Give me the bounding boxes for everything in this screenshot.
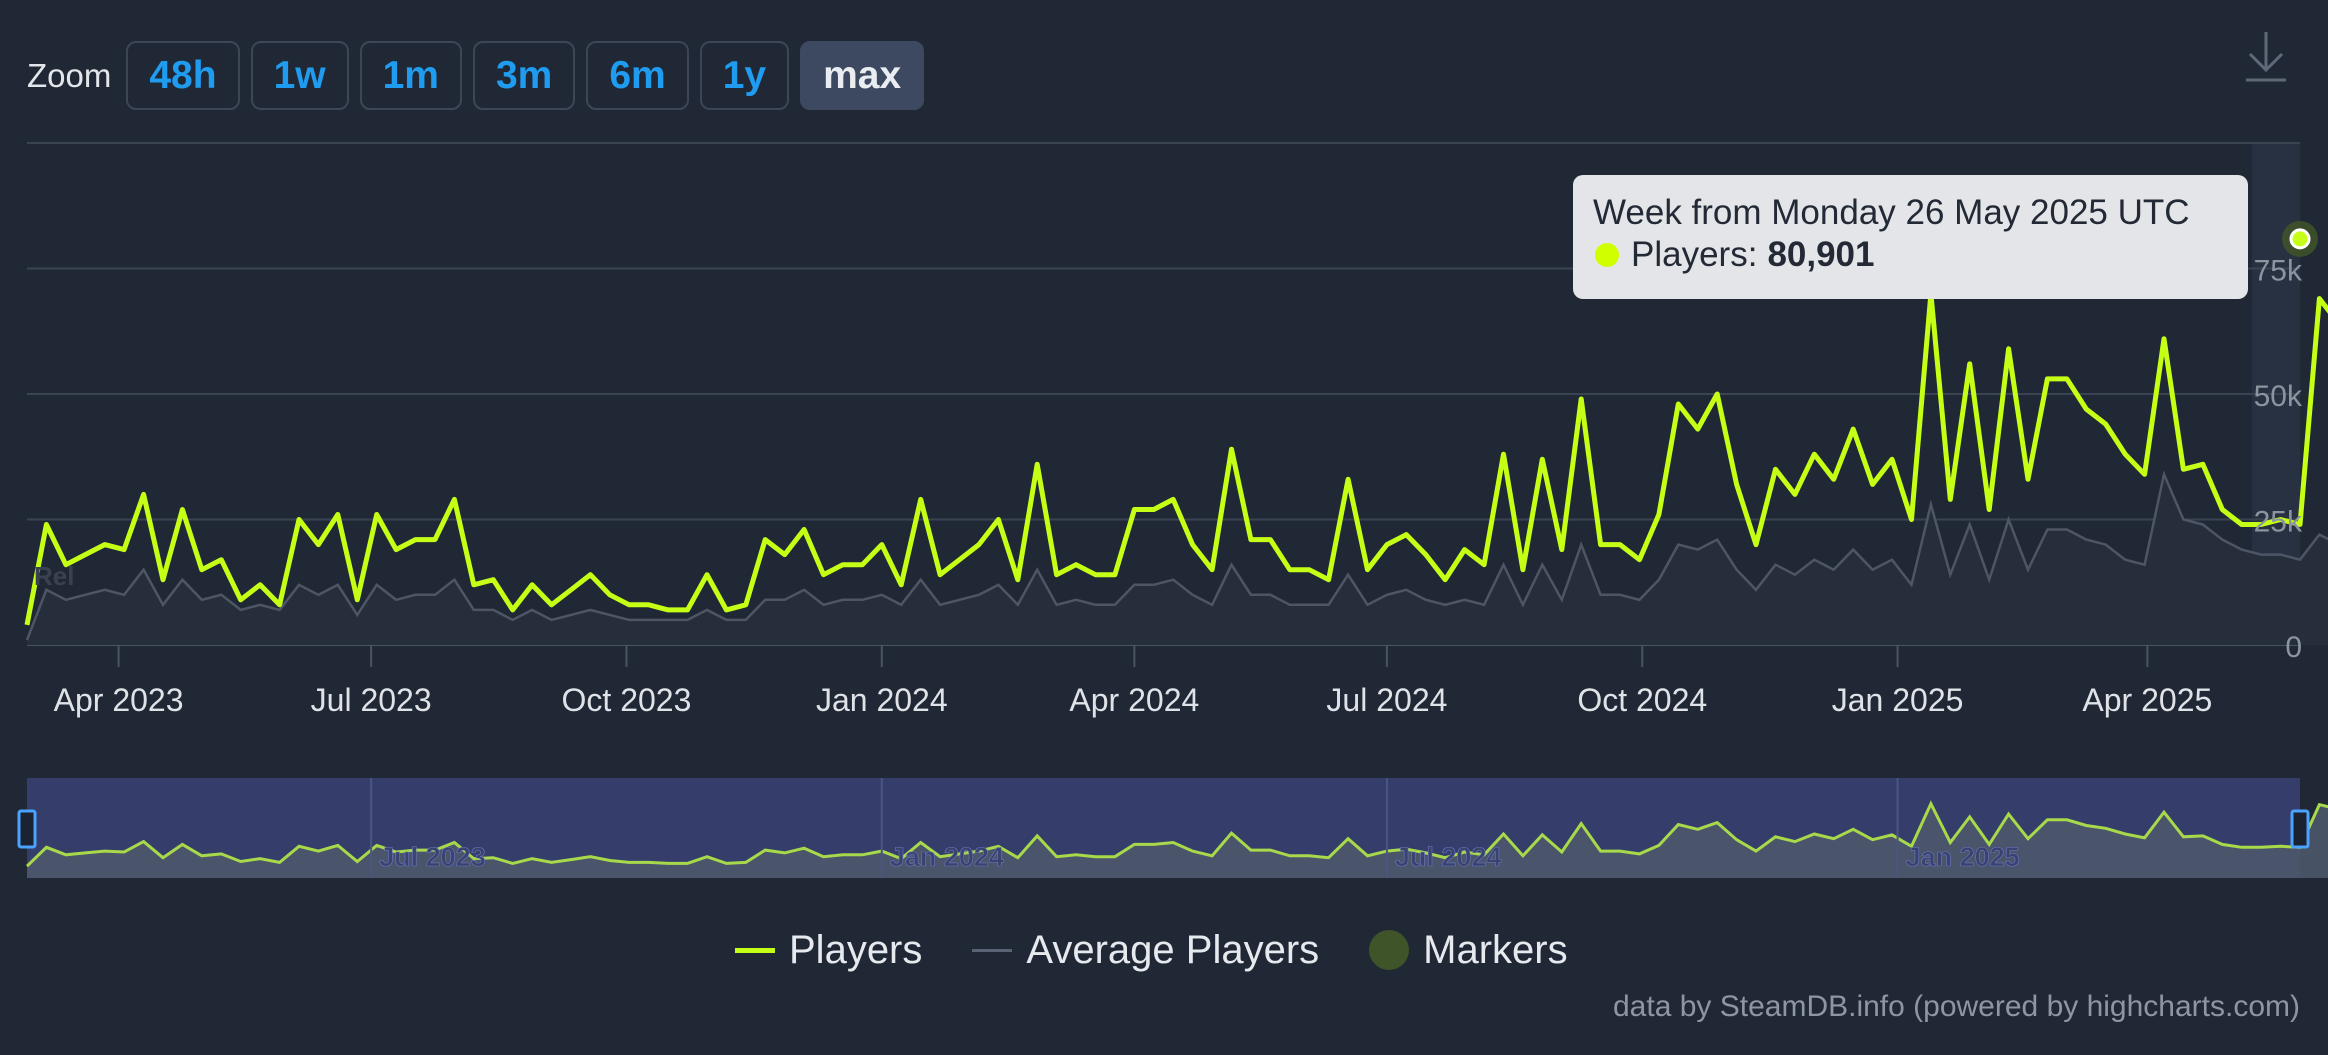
- zoom-1w-button[interactable]: 1w: [250, 41, 349, 110]
- x-tick-label: Apr 2025: [2082, 682, 2212, 718]
- players-line: [24, 291, 2328, 626]
- x-tick-label: Apr 2024: [1069, 682, 1199, 718]
- zoom-toolbar: Zoom 48h 1w 1m 3m 6m 1y max: [27, 40, 935, 111]
- y-tick-label: 75k: [2254, 255, 2303, 288]
- players-dot-icon: [1595, 243, 1619, 267]
- legend-item-average[interactable]: Average Players: [972, 928, 1319, 973]
- average-line-icon: [972, 948, 1013, 952]
- average-area: [27, 474, 2328, 645]
- marker-dot-icon: [1369, 930, 1410, 970]
- average-line: [25, 470, 2328, 641]
- legend-label-players: Players: [789, 927, 923, 972]
- partial-label: Rel: [34, 561, 74, 591]
- players-line-icon: [735, 947, 775, 953]
- y-axis: 0 25k 50k 75k: [2254, 255, 2303, 665]
- marker-point: [2289, 228, 2311, 250]
- legend-label-markers: Markers: [1423, 927, 1568, 972]
- credits-link[interactable]: data by SteamDB.info (powered by highcha…: [1613, 990, 2300, 1023]
- download-icon[interactable]: [2244, 30, 2288, 84]
- navigator-tick-label: Jan 2024: [890, 842, 1004, 872]
- navigator-tick-label: Jul 2024: [1395, 842, 1502, 872]
- navigator-right-handle[interactable]: [2290, 809, 2310, 849]
- legend: Players Average Players Markers: [735, 920, 1618, 980]
- navigator-tick-label: Jul 2023: [379, 842, 486, 872]
- x-tick-label: Oct 2023: [562, 682, 692, 718]
- x-tick-label: Oct 2024: [1577, 682, 1707, 718]
- zoom-1y-button[interactable]: 1y: [699, 41, 790, 110]
- navigator-left-handle[interactable]: [17, 809, 37, 849]
- x-tick-label: Jan 2024: [816, 682, 948, 718]
- x-tick-label: Apr 2023: [54, 682, 184, 718]
- tooltip-row: Players: 80,901: [1593, 234, 2228, 276]
- tooltip-value: 80,901: [1767, 235, 1875, 274]
- zoom-48h-button[interactable]: 48h: [126, 41, 240, 110]
- legend-item-players[interactable]: Players: [735, 928, 922, 973]
- x-tick-label: Jul 2023: [311, 682, 432, 718]
- tooltip-title: Week from Monday 26 May 2025 UTC: [1593, 193, 2190, 232]
- y-tick-label: 0: [2285, 631, 2302, 664]
- zoom-3m-button[interactable]: 3m: [472, 41, 576, 110]
- zoom-max-button[interactable]: max: [800, 41, 925, 110]
- navigator-tick-label: Jan 2025: [1906, 842, 2020, 872]
- zoom-1m-button[interactable]: 1m: [359, 41, 462, 110]
- navigator[interactable]: Jul 2023 Jan 2024 Jul 2024 Jan 2025: [17, 778, 2328, 878]
- x-tick-label: Jan 2025: [1832, 682, 1964, 718]
- tooltip-label: Players:: [1631, 235, 1758, 274]
- x-axis: Apr 2023 Jul 2023 Oct 2023 Jan 2024 Apr 2024…: [54, 645, 2212, 718]
- y-tick-label: 50k: [2254, 380, 2303, 413]
- navigator-line: [25, 800, 2328, 868]
- average-players-series: [25, 470, 2328, 645]
- y-tick-label: 25k: [2254, 506, 2303, 539]
- zoom-6m-button[interactable]: 6m: [586, 41, 689, 110]
- zoom-label: Zoom: [27, 56, 112, 94]
- x-tick-label: Jul 2024: [1326, 682, 1447, 718]
- players-series: Rel: [24, 291, 2328, 626]
- tooltip: Week from Monday 26 May 2025 UTC Players…: [1573, 175, 2248, 299]
- legend-label-average: Average Players: [1026, 927, 1320, 972]
- legend-item-markers[interactable]: Markers: [1369, 927, 1568, 973]
- markers: [2282, 220, 2318, 257]
